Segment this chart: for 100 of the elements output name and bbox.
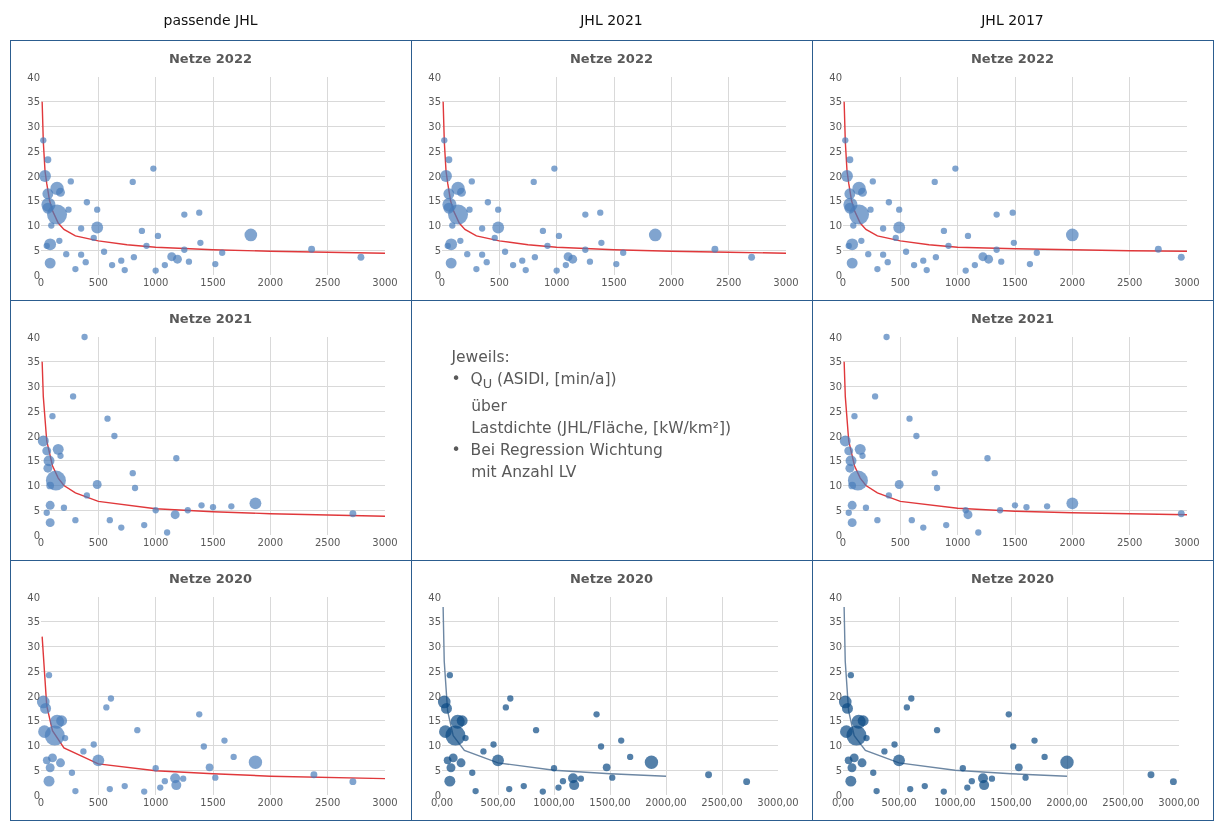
x-tick-label: 3000 [371,536,398,548]
x-tick-label: 1500 [199,276,226,288]
x-tick-label: 2000 [658,276,684,288]
x-tick-label: 3000 [1173,536,1200,548]
y-tick-label: 0 [33,789,40,800]
y-tick-label: 35 [427,615,441,627]
x-tick-label: 500 [890,276,910,288]
y-tick-label: 40 [427,71,441,82]
x-tick-label: 3000 [1173,276,1200,288]
y-tick-label: 35 [26,615,40,627]
y-tick-label: 5 [835,504,842,516]
x-tick-label: 1500 [199,796,226,808]
y-tick-label: 40 [26,71,40,82]
y-tick-label: 30 [828,640,842,652]
y-tick-label: 40 [828,331,842,342]
x-tick-label: 2500,00 [1101,796,1144,808]
x-tick-label: 2500 [1116,276,1142,288]
y-tick-label: 25 [427,665,441,677]
x-tick-label: 500 [88,276,108,288]
chart-title: Netze 2020 [168,570,252,586]
x-tick-label: 1000 [944,276,970,288]
text: Lastdichte (JHL/Fläche, [kW/km²]) [470,417,733,439]
y-tick-label: 15 [26,454,40,466]
y-tick-label: 40 [427,591,441,602]
y-tick-label: 25 [828,665,842,677]
y-tick-label: 10 [26,739,40,751]
text: • Q$_{U}$ (ASIDI, [min/a]) [451,368,618,393]
y-tick-label: 0 [33,269,40,280]
x-tick-label: 1000 [543,276,569,288]
x-tick-label: 1000 [142,796,168,808]
x-tick-label: 2000 [257,276,283,288]
chart-title: Netze 2022 [569,50,653,66]
y-tick-label: 5 [33,504,40,516]
y-tick-label: 0 [434,269,441,280]
x-tick-label: 3000 [371,796,398,808]
y-tick-label: 30 [427,120,441,132]
y-tick-label: 10 [427,739,441,751]
y-tick-label: 15 [828,454,842,466]
x-tick-label: 2000 [257,536,283,548]
y-tick-label: 20 [427,170,441,181]
y-tick-label: 40 [828,71,842,82]
y-tick-label: 30 [828,120,842,132]
y-tick-label: 0 [835,529,842,540]
chart-title: Netze 2021 [168,310,252,326]
y-tick-label: 30 [26,380,40,392]
x-tick-label: 1000,00 [532,796,575,808]
y-tick-label: 5 [33,764,40,776]
y-tick-label: 35 [828,615,842,627]
y-tick-label: 35 [26,95,40,107]
x-tick-label: 1500 [1001,276,1028,288]
x-tick-label: 1000 [944,536,970,548]
y-tick-label: 20 [26,430,40,441]
x-tick-label: 2500 [715,276,741,288]
text: passende JHL [162,11,259,30]
y-tick-label: 40 [26,331,40,342]
y-tick-label: 25 [828,145,842,157]
x-tick-label: 2000 [1059,536,1085,548]
x-tick-label: 1500 [600,276,627,288]
x-tick-label: 3000 [371,276,398,288]
y-tick-label: 10 [427,219,441,231]
y-tick-label: 15 [427,714,441,726]
x-tick-label: 2000,00 [644,796,687,808]
x-tick-label: 2500,00 [700,796,743,808]
x-tick-label: 500,00 [881,796,916,808]
y-tick-label: 30 [26,640,40,652]
chart-title: Netze 2021 [970,310,1054,326]
x-tick-label: 1500,00 [588,796,631,808]
y-tick-label: 20 [26,170,40,181]
y-tick-label: 20 [26,690,40,701]
y-tick-label: 15 [427,194,441,206]
x-tick-label: 3000,00 [1157,796,1200,808]
text: JHL 2017 [979,11,1045,30]
x-tick-label: 3000 [772,276,799,288]
chart-title: Netze 2020 [569,570,653,586]
x-tick-label: 2000 [257,796,283,808]
y-tick-label: 15 [828,714,842,726]
y-tick-label: 0 [835,789,842,800]
x-tick-label: 2500 [314,536,340,548]
x-tick-label: 1000 [142,536,168,548]
y-tick-label: 10 [26,479,40,491]
x-tick-label: 500 [489,276,509,288]
y-tick-label: 25 [26,145,40,157]
y-tick-label: 0 [434,789,441,800]
y-tick-label: 35 [828,355,842,367]
text: über [470,395,508,417]
x-tick-label: 500 [88,536,108,548]
y-tick-label: 10 [828,479,842,491]
x-tick-label: 1500 [199,536,226,548]
y-tick-label: 5 [835,244,842,256]
x-tick-label: 500 [88,796,108,808]
x-tick-label: 1500 [1001,536,1028,548]
y-tick-label: 0 [33,529,40,540]
x-tick-label: 500 [890,536,910,548]
x-tick-label: 3000,00 [756,796,799,808]
y-tick-label: 35 [427,95,441,107]
y-tick-label: 10 [26,219,40,231]
y-tick-label: 10 [828,219,842,231]
y-tick-label: 15 [828,194,842,206]
y-tick-label: 20 [427,690,441,701]
y-tick-label: 20 [828,430,842,441]
